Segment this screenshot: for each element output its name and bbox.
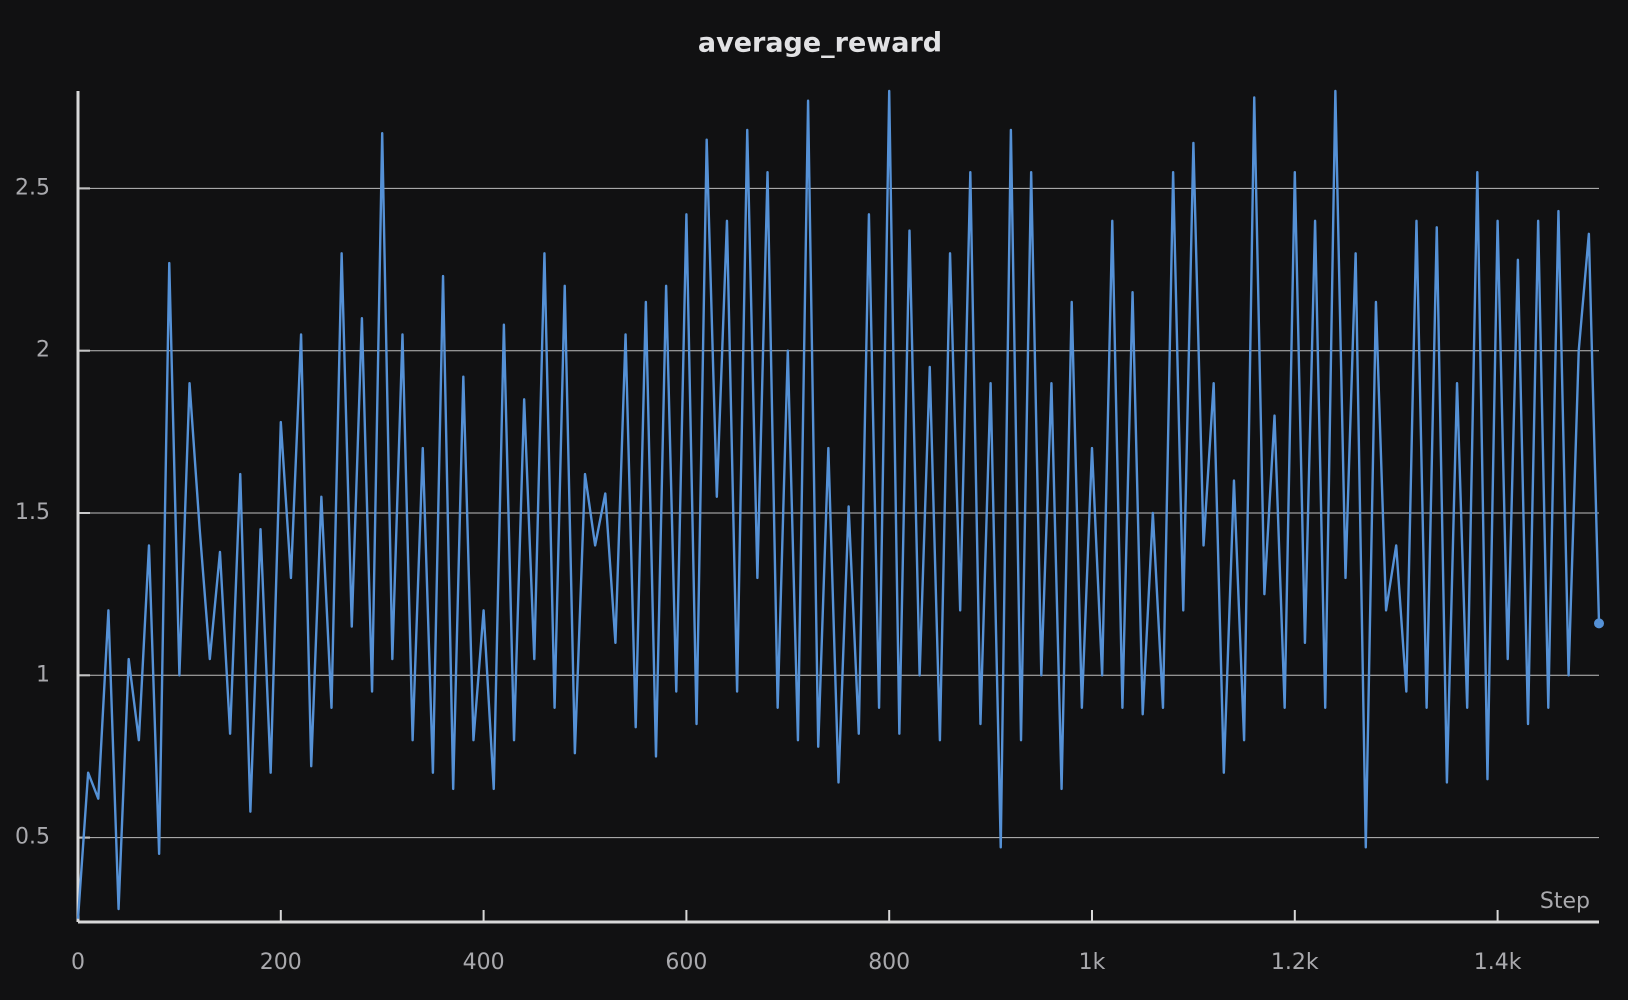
x-tick-label: 200 xyxy=(260,950,302,975)
x-tick-label: 800 xyxy=(868,950,910,975)
data-line xyxy=(76,89,1601,919)
x-axis-label: Step xyxy=(1540,889,1590,914)
x-tick-label: 0 xyxy=(71,950,85,975)
y-tick-label: 2 xyxy=(36,338,50,363)
x-tick-label: 1.4k xyxy=(1474,950,1522,975)
y-tick-label: 1.5 xyxy=(15,500,50,525)
chart-title: average_reward xyxy=(698,28,942,59)
last-point xyxy=(1594,618,1604,629)
x-tick-label: 1.2k xyxy=(1271,950,1319,975)
y-tick-label: 1 xyxy=(36,662,50,687)
y-tick-label: 0.5 xyxy=(15,825,50,850)
y-tick-label: 2.5 xyxy=(15,175,50,200)
x-tick-label: 600 xyxy=(665,950,707,975)
x-tick-label: 1k xyxy=(1079,950,1106,975)
x-tick-label: 400 xyxy=(463,950,505,975)
